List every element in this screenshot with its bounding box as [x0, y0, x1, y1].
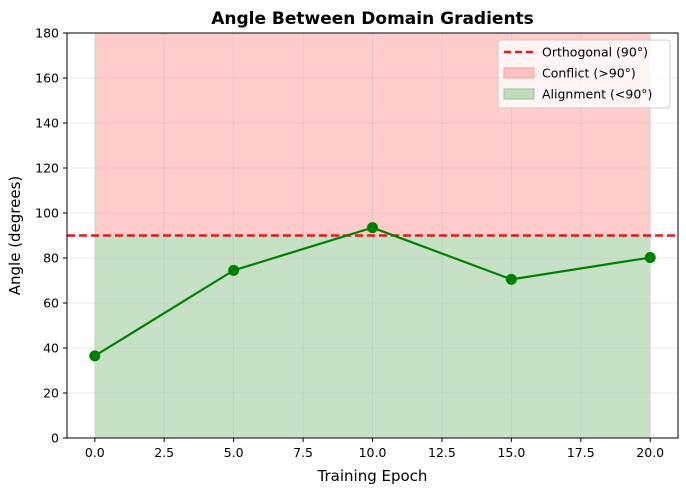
- y-tick-label: 80: [43, 251, 59, 266]
- x-tick-label: 7.5: [293, 445, 313, 460]
- y-tick-label: 0: [51, 431, 59, 446]
- x-tick-label: 5.0: [224, 445, 244, 460]
- x-tick-label: 10.0: [359, 445, 387, 460]
- region-1: [94, 235, 651, 438]
- legend-label-conflict: Conflict (>90°): [542, 66, 636, 81]
- chart-title: Angle Between Domain Gradients: [211, 9, 534, 29]
- legend-label-orthogonal: Orthogonal (90°): [542, 45, 648, 60]
- y-tick-label: 60: [43, 296, 59, 311]
- data-point: [89, 350, 101, 362]
- x-tick-label: 20.0: [636, 445, 664, 460]
- y-tick-label: 120: [35, 161, 59, 176]
- legend-box: [497, 39, 671, 109]
- legend-label-alignment: Alignment (<90°): [542, 87, 652, 102]
- x-axis-label: Training Epoch: [317, 467, 428, 485]
- x-tick-label: 12.5: [428, 445, 456, 460]
- y-tick-label: 20: [43, 386, 59, 401]
- y-tick-label: 180: [35, 26, 59, 41]
- y-tick-label: 160: [35, 71, 59, 86]
- data-point: [644, 252, 656, 264]
- x-tick-label: 15.0: [497, 445, 525, 460]
- y-tick-label: 140: [35, 116, 59, 131]
- y-tick-label: 40: [43, 341, 59, 356]
- data-point: [367, 222, 378, 234]
- data-point: [505, 273, 517, 285]
- y-axis-label: Angle (degrees): [6, 176, 24, 296]
- ticks-layer: 0.0 2.5 5.0 7.5 10.0 12.5 15.0 17.5 20.0 0 20 40 60 8…: [35, 26, 664, 461]
- legend-swatch-conflict: [503, 67, 535, 79]
- legend: Orthogonal (90°) Conflict (>90°) Alignme…: [497, 39, 671, 109]
- legend-swatch-alignment: [503, 88, 535, 100]
- series-layer: [89, 222, 656, 362]
- x-tick-label: 17.5: [567, 445, 595, 460]
- x-tick-label: 2.5: [154, 445, 174, 460]
- x-tick-label: 0.0: [85, 445, 105, 460]
- data-point: [228, 264, 240, 276]
- y-tick-label: 100: [35, 206, 59, 221]
